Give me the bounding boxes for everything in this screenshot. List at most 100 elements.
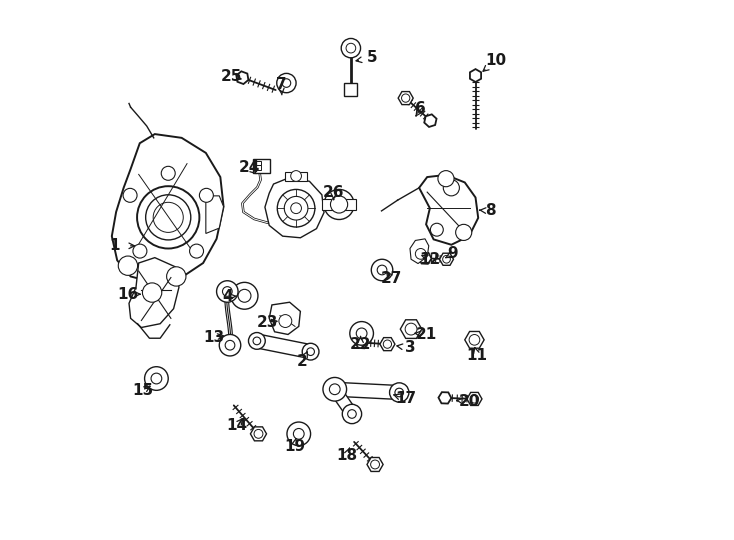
Circle shape (142, 283, 161, 302)
Circle shape (307, 348, 314, 355)
Circle shape (323, 377, 346, 401)
Polygon shape (265, 177, 324, 238)
Text: 21: 21 (415, 327, 437, 342)
Circle shape (277, 73, 296, 93)
Text: 3: 3 (404, 340, 415, 355)
Text: 19: 19 (284, 438, 305, 454)
Polygon shape (255, 334, 312, 359)
Circle shape (396, 389, 403, 396)
Polygon shape (322, 199, 356, 210)
Text: 22: 22 (350, 336, 371, 352)
Circle shape (238, 289, 251, 302)
Polygon shape (410, 239, 429, 264)
Circle shape (438, 171, 454, 187)
Circle shape (200, 188, 214, 202)
Circle shape (342, 404, 362, 424)
Circle shape (284, 197, 308, 220)
Circle shape (371, 460, 379, 469)
Polygon shape (335, 382, 399, 400)
Text: 27: 27 (380, 271, 401, 286)
Circle shape (161, 166, 175, 180)
Circle shape (167, 267, 186, 286)
Circle shape (145, 195, 191, 240)
Polygon shape (424, 114, 437, 127)
Circle shape (219, 334, 241, 356)
Circle shape (345, 407, 359, 421)
Polygon shape (400, 320, 422, 339)
Text: 25: 25 (221, 69, 242, 84)
Polygon shape (269, 302, 300, 334)
Circle shape (331, 386, 338, 393)
Circle shape (327, 382, 342, 396)
Polygon shape (440, 253, 454, 265)
Text: 11: 11 (467, 348, 487, 363)
Polygon shape (419, 175, 479, 245)
Circle shape (346, 43, 356, 53)
Circle shape (253, 337, 261, 345)
FancyBboxPatch shape (253, 159, 270, 173)
Circle shape (405, 323, 417, 335)
Text: 1: 1 (109, 238, 120, 253)
Text: 20: 20 (459, 394, 480, 409)
Text: 12: 12 (420, 252, 441, 267)
Circle shape (390, 383, 409, 402)
Polygon shape (465, 332, 484, 348)
FancyBboxPatch shape (254, 161, 261, 165)
Circle shape (145, 367, 168, 390)
Circle shape (341, 38, 360, 58)
Text: 8: 8 (485, 204, 496, 218)
Circle shape (348, 410, 356, 418)
Circle shape (282, 79, 291, 87)
Circle shape (137, 186, 200, 248)
Polygon shape (380, 338, 395, 350)
Polygon shape (206, 196, 224, 233)
Circle shape (456, 224, 472, 240)
Circle shape (470, 395, 479, 403)
Polygon shape (438, 392, 451, 403)
Polygon shape (398, 92, 413, 105)
Text: 16: 16 (117, 287, 139, 302)
Circle shape (395, 388, 404, 397)
Circle shape (291, 171, 302, 181)
Polygon shape (129, 258, 179, 327)
Circle shape (225, 340, 235, 350)
Circle shape (291, 203, 302, 214)
Circle shape (443, 180, 459, 196)
Text: 6: 6 (415, 102, 426, 116)
Text: 10: 10 (485, 53, 506, 68)
Circle shape (469, 334, 480, 345)
Circle shape (324, 190, 354, 219)
Circle shape (332, 386, 338, 393)
Polygon shape (286, 172, 307, 181)
Text: 26: 26 (323, 185, 344, 200)
Circle shape (415, 248, 426, 259)
Circle shape (327, 381, 344, 397)
Polygon shape (236, 71, 248, 84)
Circle shape (401, 94, 410, 102)
Text: 9: 9 (448, 246, 458, 261)
Text: 5: 5 (367, 50, 378, 65)
Circle shape (222, 287, 232, 296)
Text: 18: 18 (336, 448, 357, 463)
FancyBboxPatch shape (254, 165, 261, 170)
Circle shape (349, 411, 355, 417)
Polygon shape (250, 427, 266, 441)
Circle shape (330, 384, 340, 395)
Circle shape (443, 255, 451, 263)
Circle shape (390, 384, 407, 401)
Circle shape (118, 256, 137, 275)
Circle shape (254, 429, 263, 438)
Circle shape (294, 428, 304, 439)
Circle shape (377, 265, 387, 275)
Circle shape (302, 343, 319, 360)
Polygon shape (470, 69, 481, 82)
Text: 14: 14 (226, 418, 247, 433)
Circle shape (430, 223, 443, 236)
Circle shape (189, 244, 203, 258)
Circle shape (383, 340, 391, 348)
Polygon shape (355, 337, 368, 348)
Text: 17: 17 (395, 392, 416, 407)
Circle shape (277, 190, 315, 227)
Text: 4: 4 (222, 289, 233, 305)
Circle shape (133, 244, 147, 258)
